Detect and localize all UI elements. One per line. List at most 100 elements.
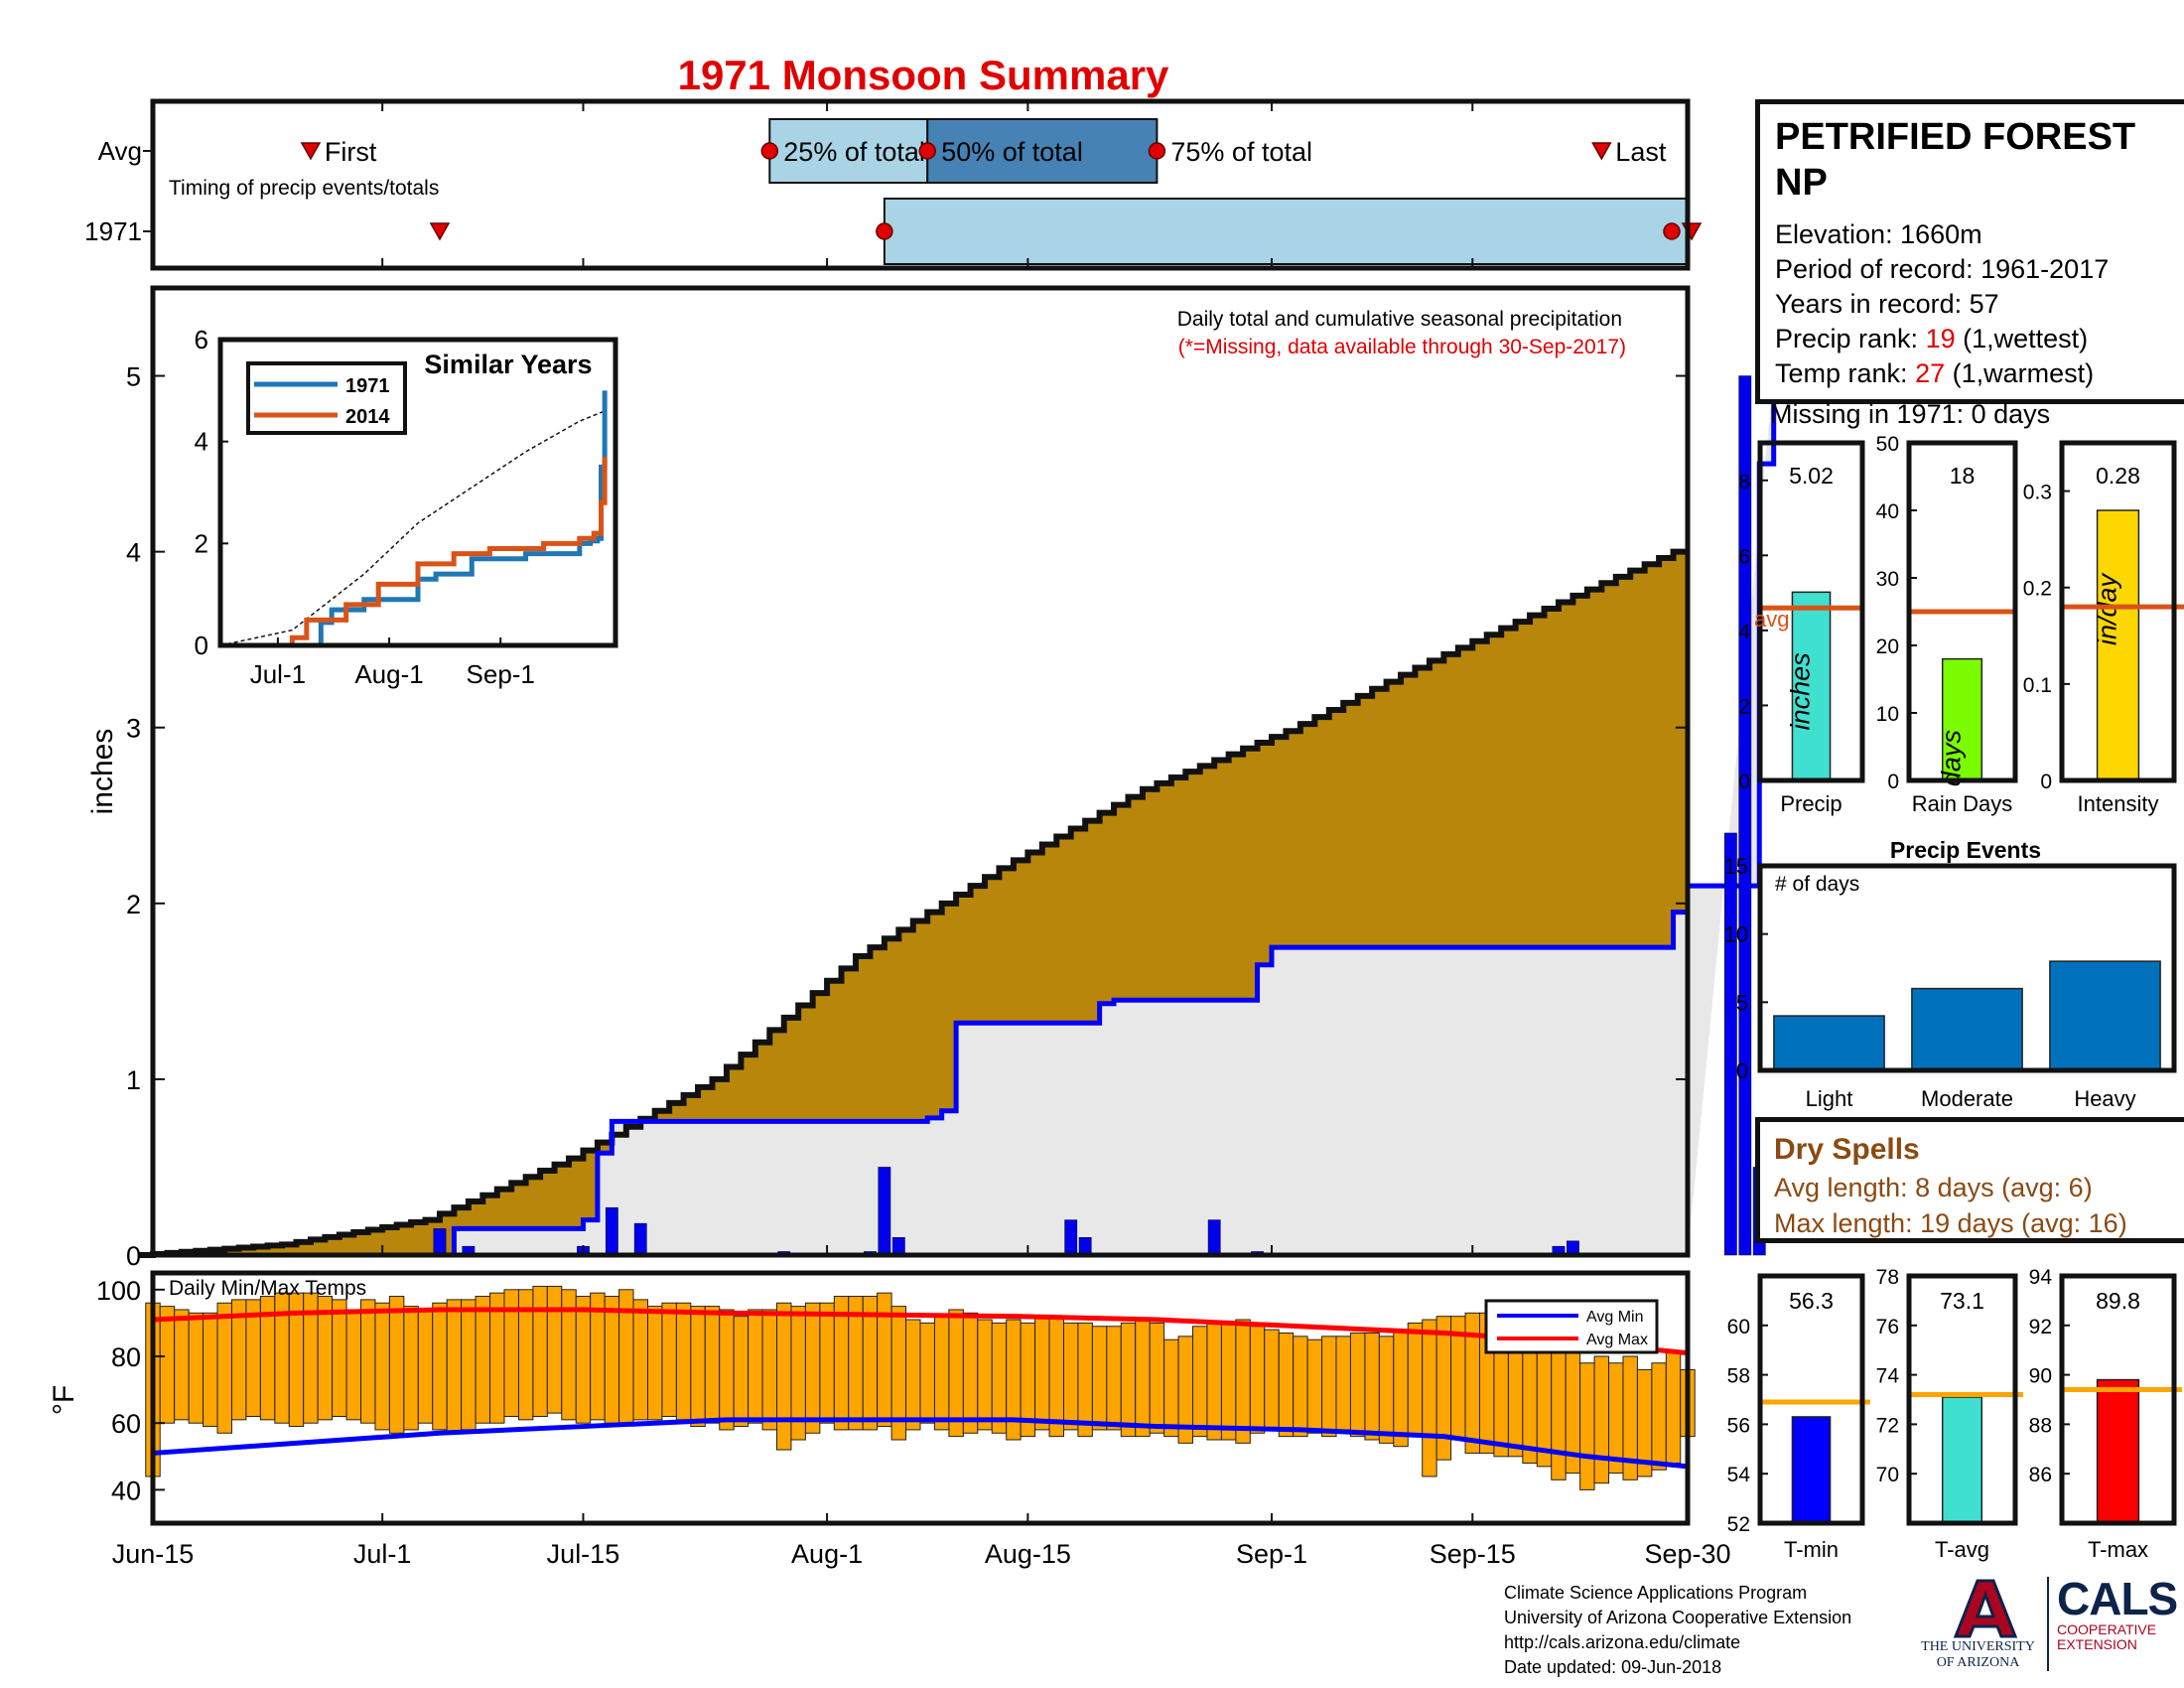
temp-bar-79	[1278, 1332, 1295, 1438]
rain_days-unit-label: days	[1937, 730, 1967, 786]
temp-rank-suffix: (1,warmest)	[1945, 358, 2095, 388]
dry-spells-max: Max length: 19 days (avg: 16)	[1774, 1208, 2127, 1238]
credits-line3[interactable]: http://cals.arizona.edu/climate	[1504, 1632, 1741, 1652]
temp-bar-15	[360, 1299, 376, 1424]
temp-bar-62	[1034, 1316, 1050, 1431]
similar-ytick-label-3: 6	[195, 325, 208, 354]
credits-line1: Climate Science Applications Program	[1504, 1583, 1808, 1603]
rain_days-ytick-label-1: 10	[1876, 703, 1899, 726]
timing-axes-frame	[150, 98, 1691, 271]
temp-xtick-label-3: Aug-1	[791, 1539, 863, 1569]
cals-logo-text: CALS	[2057, 1573, 2178, 1624]
temp-bar-14	[345, 1309, 362, 1421]
similar-xtick-label-0: Jul-1	[250, 659, 306, 689]
cals-logo: CALS COOPERATIVE EXTENSION	[2057, 1573, 2178, 1652]
temp-ytick-label-1: 60	[111, 1409, 141, 1439]
tavg-ytick-label-3: 76	[1876, 1316, 1899, 1338]
temp-bar-73	[1192, 1326, 1208, 1438]
temp-xtick-label-4: Aug-15	[985, 1539, 1071, 1569]
tmin-ytick-label-2: 56	[1727, 1414, 1750, 1437]
tmax-ytick-label-3: 92	[2029, 1316, 2052, 1338]
daily-precip-bar-9	[1064, 1219, 1078, 1256]
precip_total-ytick-label-1: 2	[1738, 695, 1750, 718]
temp-bar-84	[1349, 1332, 1366, 1438]
dry-spells-title: Dry Spells	[1774, 1133, 1920, 1166]
temp-bar-70	[1149, 1322, 1165, 1434]
avg-p25-label: 25% of total	[783, 137, 925, 167]
temp-bar-66	[1091, 1326, 1108, 1431]
tavg-bar	[1941, 1396, 1983, 1524]
intensity-value-label: 0.28	[2096, 463, 2140, 489]
temp-bar-98	[1551, 1342, 1567, 1480]
temp-axes-frame	[150, 1270, 1691, 1526]
station-name-line1: PETRIFIED FOREST	[1775, 116, 2136, 158]
temp-ytick-label-2: 80	[111, 1342, 141, 1372]
events-ytick-label-3: 15	[1724, 854, 1748, 879]
temp-bar-3	[188, 1312, 205, 1424]
elevation-label: Elevation: 1660m	[1775, 219, 1982, 249]
avg-first-label: First	[325, 137, 377, 167]
temp-xtick-label-1: Jul-1	[353, 1539, 412, 1569]
temp-bar-54	[919, 1322, 935, 1424]
precip-ytick-label-5: 5	[126, 362, 141, 392]
tmax-value-label: 89.8	[2096, 1288, 2140, 1314]
similar-xtick-label-1: Aug-1	[354, 659, 423, 689]
precip-annotation-1: Daily total and cumulative seasonal prec…	[1177, 308, 1622, 331]
temp-bar-36	[661, 1302, 677, 1417]
rain_days-xlabel: Rain Days	[1912, 791, 2012, 816]
timing-panel: First 25% of total 50% of total 75% of tota…	[84, 98, 1703, 271]
temp-bar-32	[604, 1296, 620, 1424]
precip_total-ytick-label-3: 6	[1738, 545, 1750, 568]
events-ytick-label-2: 10	[1724, 922, 1748, 947]
temp-bar-47	[819, 1302, 835, 1424]
missing-days-label: Missing in 1971: 0 days	[1770, 399, 2051, 429]
temp-bar-86	[1378, 1336, 1395, 1444]
daily-precip-bar-0	[433, 1228, 447, 1256]
daily-precip-bar-8	[891, 1237, 905, 1256]
temp-bar-40	[719, 1309, 735, 1431]
ua-logo-line1: THE UNIVERSITY	[1921, 1639, 2035, 1654]
rain_days-axes-frame	[1906, 440, 2018, 783]
temp-bar-74	[1206, 1322, 1222, 1441]
temp-legend-box	[1484, 1299, 1659, 1354]
tmax-ytick-label-4: 94	[2029, 1266, 2053, 1289]
tmin-ytick-label-0: 52	[1727, 1513, 1750, 1536]
credits-block: Climate Science Applications Program Uni…	[1504, 1581, 1851, 1680]
figure-title: 1971 Monsoon Summary	[678, 52, 1169, 98]
temp-bar-57	[962, 1312, 979, 1434]
similar-axes-frame	[217, 337, 618, 648]
daily-precip-bar-15	[1723, 832, 1737, 1256]
precip-rank-row: Precip rank: 19 (1,wettest)	[1775, 322, 2183, 356]
station-name-line2: NP	[1775, 162, 1828, 204]
temp-bar-64	[1062, 1322, 1079, 1431]
year-first-marker	[429, 222, 451, 241]
precip-rank-suffix: (1,wettest)	[1955, 324, 2089, 353]
temp-bar-59	[991, 1322, 1008, 1434]
dry-spells-avg: Avg length: 8 days (avg: 6)	[1774, 1173, 2093, 1202]
temp-bar-43	[761, 1309, 778, 1431]
dry-spells-box: Dry Spells Avg length: 8 days (avg: 6) M…	[1755, 1117, 2184, 1243]
temp-bar-35	[646, 1306, 663, 1421]
events-bar-1	[1911, 987, 2023, 1071]
avg-last-label: Last	[1615, 137, 1667, 167]
intensity-bar	[2096, 509, 2140, 781]
temp-rank-value: 27	[1915, 358, 1946, 388]
similar-xtick-label-2: Sep-1	[467, 659, 535, 689]
rain_days-ytick-label-4: 40	[1876, 500, 1899, 523]
rain_days-ytick-label-0: 0	[1887, 771, 1899, 793]
similar-ytick-label-0: 0	[195, 631, 208, 660]
temp-bar-67	[1106, 1326, 1122, 1431]
avg-min-line	[152, 1417, 1689, 1470]
intensity-axes-frame	[2059, 440, 2177, 783]
tmax-ytick-label-2: 90	[2029, 1365, 2052, 1388]
similar-legend-label-2014: 2014	[345, 406, 390, 428]
similar-average-line	[219, 410, 606, 646]
temp-bar-13	[332, 1299, 347, 1417]
daily-precip-bar-7	[878, 1167, 891, 1256]
intensity-ytick-label-2: 0.2	[2023, 578, 2052, 601]
tavg-axes-frame	[1906, 1273, 2018, 1526]
intensity-ytick-label-1: 0.1	[2023, 674, 2052, 697]
precip-ytick-label-0: 0	[126, 1241, 141, 1271]
temp-bar-71	[1163, 1338, 1179, 1438]
tavg-value-label: 73.1	[1940, 1288, 1984, 1314]
